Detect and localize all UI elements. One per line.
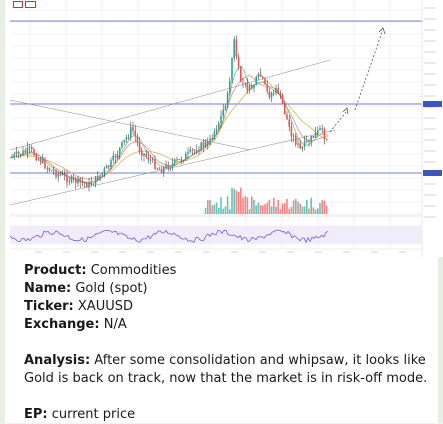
product-value: Commodities [90, 263, 177, 278]
name-label: Name: [24, 281, 72, 296]
chart-image[interactable] [10, 0, 443, 257]
analysis-label: Analysis: [24, 353, 91, 368]
trendline-upper [10, 59, 331, 151]
projection-arrow-short [329, 111, 347, 133]
exchange-line: Exchange: N/A [24, 316, 440, 334]
price-axis [422, 0, 443, 257]
ticker-label: Ticker: [24, 299, 74, 314]
ep-value: current price [51, 407, 136, 422]
name-value: Gold (spot) [75, 281, 148, 296]
price-chart [10, 0, 443, 257]
price-tag-lower [423, 170, 442, 176]
analysis-line: Analysis: After some consolidation and w… [24, 352, 440, 388]
ep-line: EP: current price [24, 406, 440, 424]
oscillator-line [10, 229, 329, 244]
exchange-label: Exchange: [24, 317, 100, 332]
exchange-value: N/A [103, 317, 127, 332]
projection-arrow-long [354, 31, 383, 111]
chart-legend [13, 1, 38, 28]
name-line: Name: Gold (spot) [24, 280, 440, 298]
price-tag-upper [423, 101, 442, 107]
ep-label: EP: [24, 407, 48, 422]
ticker-value: XAUUSD [77, 299, 133, 314]
product-line: Product: Commodities [24, 262, 440, 280]
ticker-line: Ticker: XAUUSD [24, 298, 440, 316]
product-label: Product: [24, 263, 87, 278]
analysis-value: After some consolidation and whipsaw, it… [24, 353, 428, 386]
message-text: Product: Commodities Name: Gold (spot) T… [24, 262, 440, 424]
